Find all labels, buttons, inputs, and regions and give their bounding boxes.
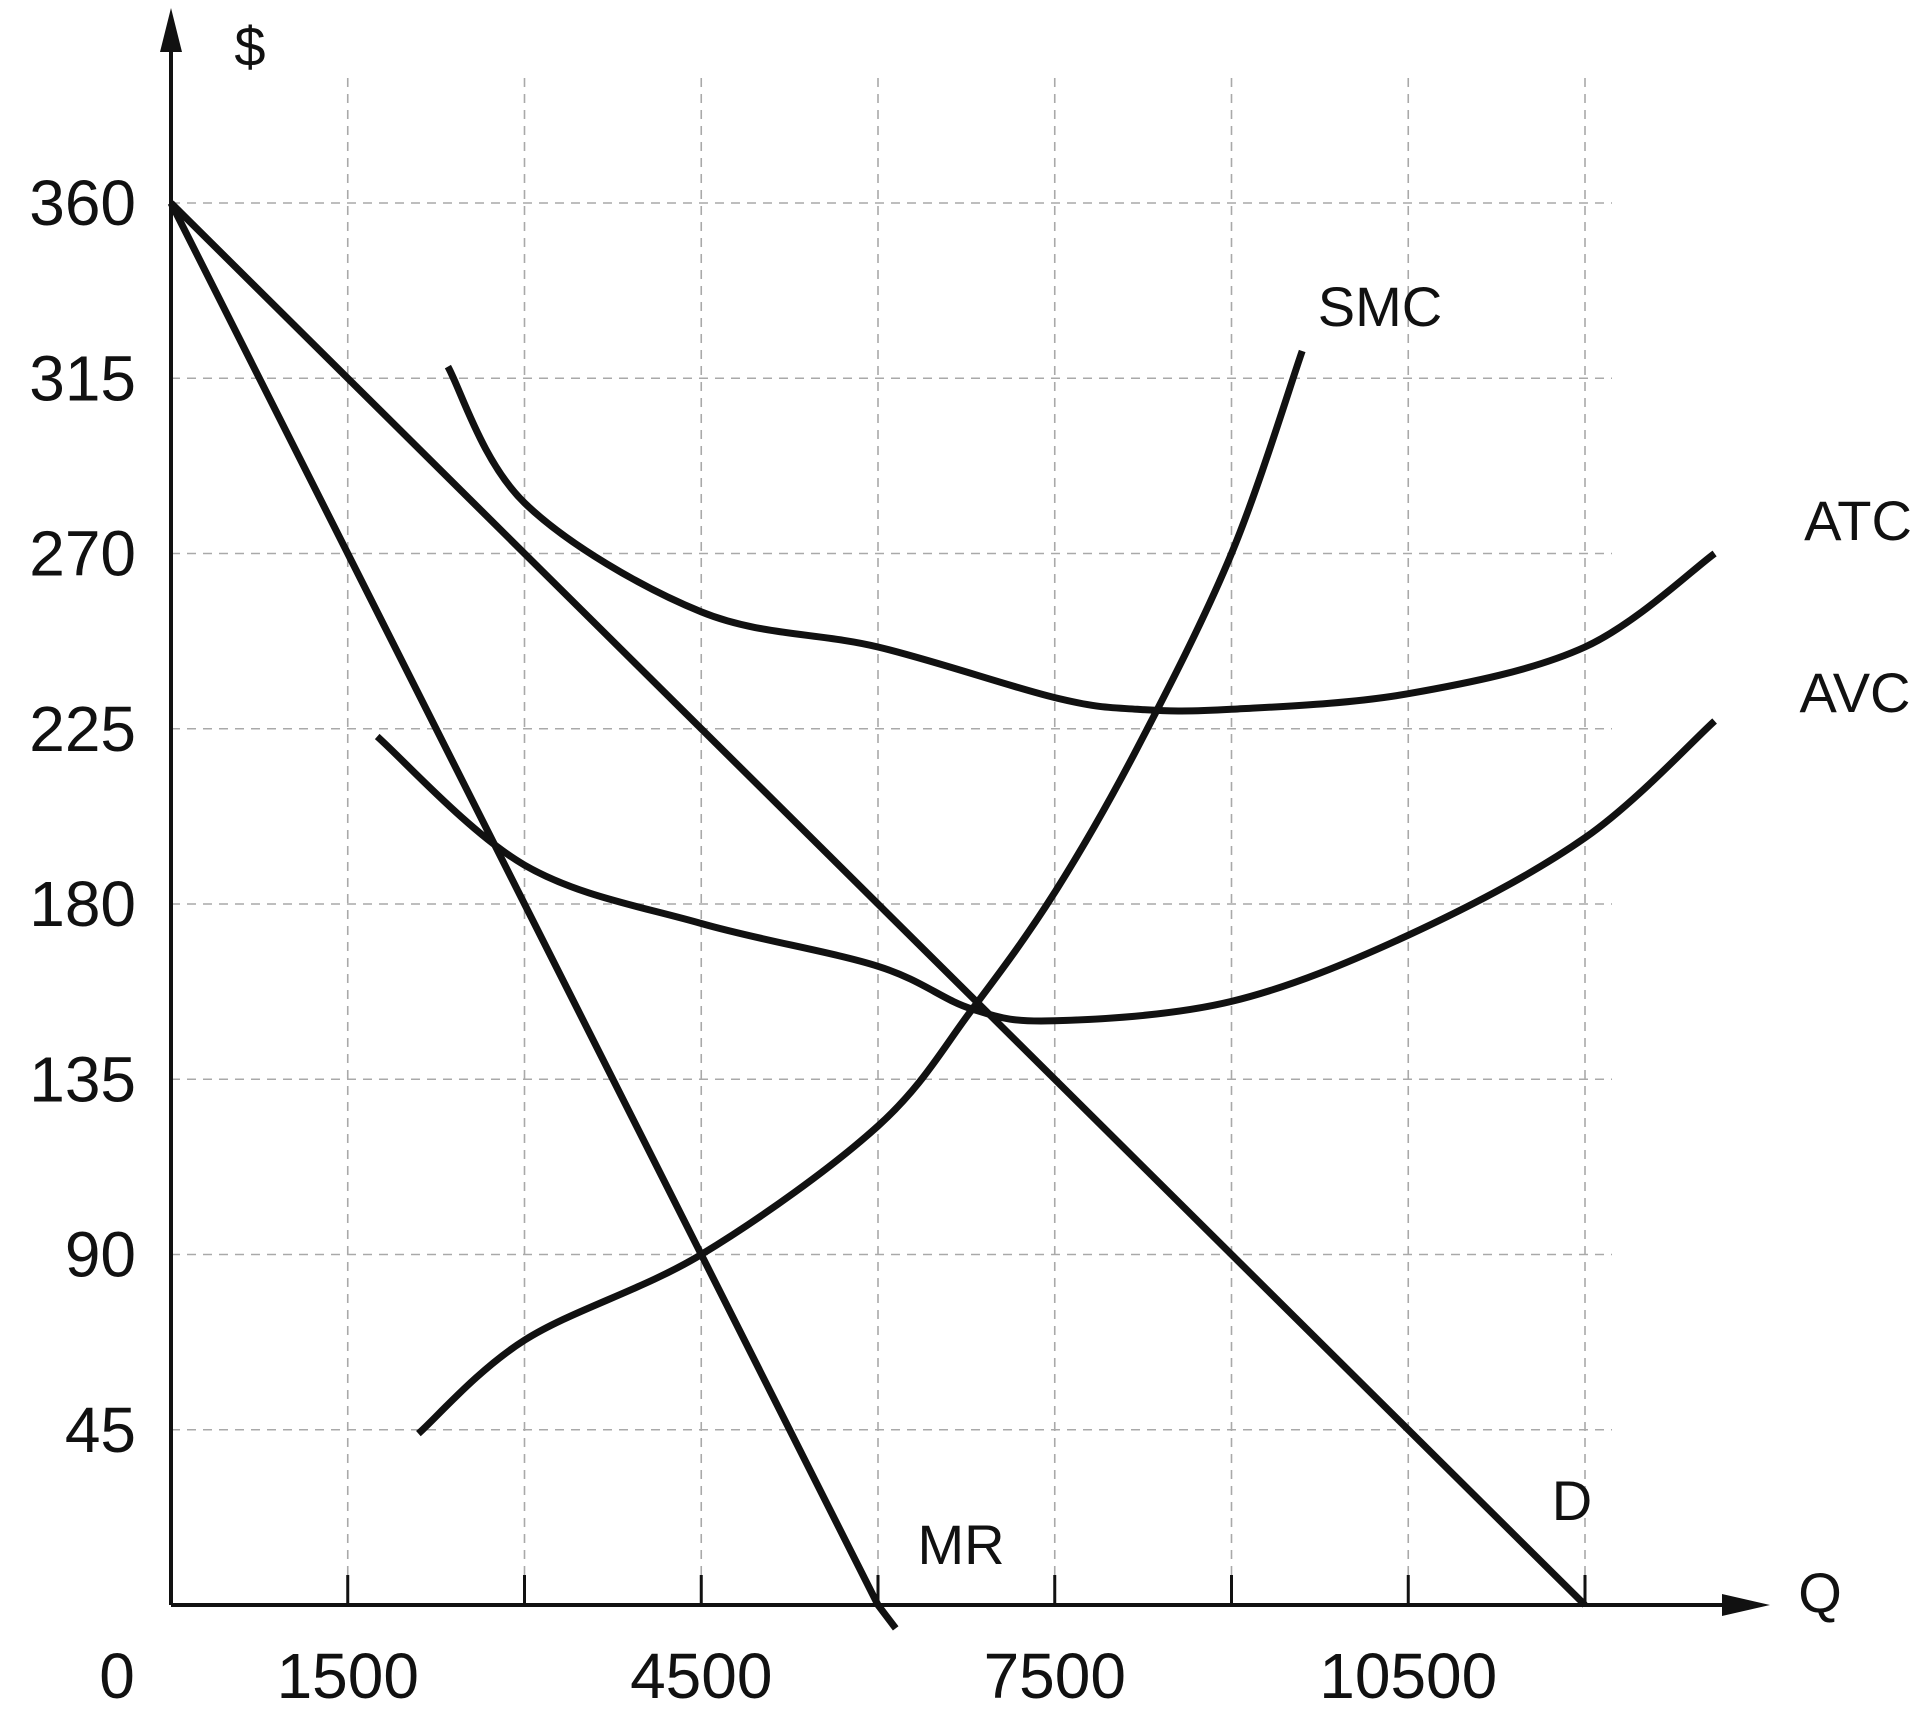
y-axis-title: $ (234, 15, 265, 78)
series-d-curve (168, 200, 1588, 1608)
series-atc-curve (444, 364, 1717, 715)
y-tick-label: 90 (65, 1219, 136, 1291)
x-axis-title: Q (1798, 1561, 1842, 1624)
series-label-avc: AVC (1800, 661, 1911, 724)
series-avc-curve (374, 718, 1717, 1025)
x-tick-label: 1500 (277, 1640, 419, 1712)
y-tick-label: 135 (29, 1043, 136, 1115)
y-tick-label: 315 (29, 342, 136, 414)
series-label-atc: ATC (1804, 489, 1912, 552)
y-tick-label: 180 (29, 868, 136, 940)
origin-label: 0 (99, 1640, 135, 1712)
x-tick-label: 10500 (1319, 1640, 1497, 1712)
series-mr-curve (167, 201, 899, 1631)
x-tick-label: 7500 (984, 1640, 1126, 1712)
curves (167, 200, 1717, 1631)
x-axis-arrow (1722, 1594, 1770, 1616)
series-label-d: D (1552, 1469, 1592, 1532)
y-axis-arrow (160, 8, 182, 52)
y-tick-label: 225 (29, 693, 136, 765)
axes (160, 8, 1770, 1616)
grid (171, 78, 1612, 1605)
y-tick-label: 270 (29, 518, 136, 590)
series-label-smc: SMC (1318, 275, 1442, 338)
series-label-mr: MR (917, 1513, 1004, 1576)
y-tick-label: 45 (65, 1394, 136, 1466)
labels: 360 315 270 225 180 135 90 45 1500 4500 7500 10500 0… (29, 15, 1912, 1712)
x-tick-label: 4500 (630, 1640, 772, 1712)
series-smc-curve (416, 349, 1306, 1437)
y-tick-label: 360 (29, 167, 136, 239)
